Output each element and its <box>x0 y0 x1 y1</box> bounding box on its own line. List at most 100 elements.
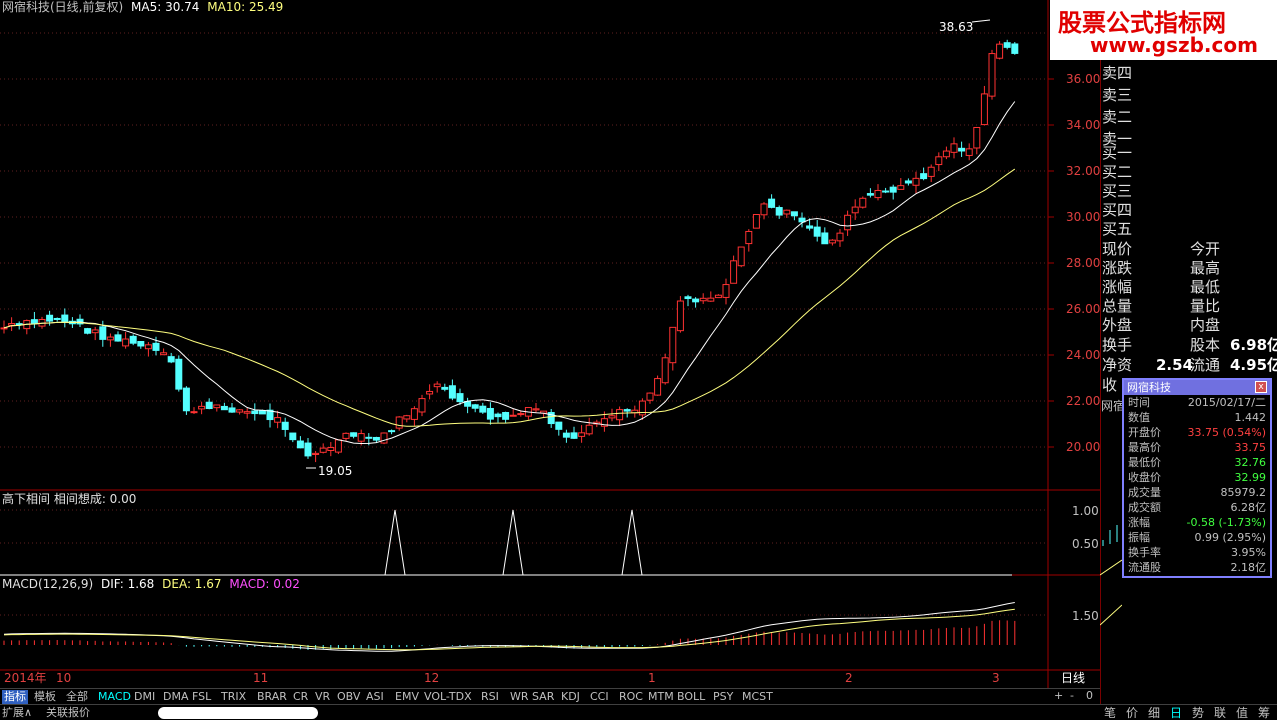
candle-up <box>646 392 654 401</box>
tab-boll[interactable]: BOLL <box>677 690 706 703</box>
candle-up <box>844 214 852 231</box>
candle-up <box>403 415 411 420</box>
candle-up <box>380 432 388 444</box>
tab-mtm[interactable]: MTM <box>648 690 674 703</box>
popup-row: 成交额 6.28亿 <box>1124 500 1270 515</box>
date-year: 2014年 <box>4 671 47 685</box>
price-tick: 28.00 <box>1066 256 1101 270</box>
guben-label: 股本 <box>1190 336 1221 354</box>
tab-trix[interactable]: TRIX <box>221 690 247 703</box>
data-popup[interactable]: 网宿科技 x 时间 2015/02/17/二 数值 1.442 开盘价 33.75 (0.… <box>1122 378 1272 578</box>
tab-wr[interactable]: WR <box>510 690 529 703</box>
tab-全部[interactable]: 全部 <box>66 690 88 703</box>
tab-vol-tdx[interactable]: VOL-TDX <box>424 690 472 703</box>
kline-chart[interactable] <box>0 0 1100 705</box>
quote-panel <box>1100 0 1277 705</box>
candle-up <box>517 413 525 416</box>
buy-level: 买四 <box>1102 201 1133 219</box>
candle-up <box>144 344 152 350</box>
candle-down <box>555 421 563 430</box>
tab-psy[interactable]: PSY <box>713 690 734 703</box>
tab-cci[interactable]: CCI <box>590 690 609 703</box>
popup-key: 数值 <box>1128 411 1150 424</box>
dea-label: DEA: 1.67 <box>162 577 222 591</box>
tab-rsi[interactable]: RSI <box>481 690 499 703</box>
zoom-button[interactable]: 0 <box>1086 689 1093 702</box>
candle-down <box>84 328 92 334</box>
candle-up <box>418 398 426 413</box>
indicator-spike <box>621 509 643 576</box>
candle-down <box>182 387 190 412</box>
candle-up <box>676 300 684 332</box>
view-tab[interactable]: 价 <box>1126 706 1139 720</box>
view-tab[interactable]: 势 <box>1192 706 1205 720</box>
candle-up <box>874 189 882 199</box>
tab-vr[interactable]: VR <box>315 690 331 703</box>
view-tab[interactable]: 细 <box>1148 706 1161 720</box>
candle-down <box>30 319 38 324</box>
candle-up <box>912 177 920 186</box>
candle-down <box>296 440 304 449</box>
view-tab[interactable]: 值 <box>1236 706 1249 720</box>
candle-down <box>114 334 122 342</box>
candle-down <box>798 217 806 223</box>
candle-up <box>828 239 836 244</box>
date-tick: 12 <box>424 671 440 685</box>
candle-down <box>684 296 692 300</box>
candle-down <box>775 207 783 216</box>
zoom-button[interactable]: + <box>1054 689 1064 702</box>
popup-row: 流通股 2.18亿 <box>1124 560 1270 575</box>
candle-down <box>1011 43 1019 54</box>
tab-asi[interactable]: ASI <box>366 690 384 703</box>
popup-row: 最低价 32.76 <box>1124 455 1270 470</box>
buy-level: 买一 <box>1102 144 1133 162</box>
quote-label-right: 今开 <box>1190 240 1221 258</box>
tab-sar[interactable]: SAR <box>532 690 555 703</box>
tab-emv[interactable]: EMV <box>395 690 419 703</box>
tab-roc[interactable]: ROC <box>619 690 643 703</box>
close-icon[interactable]: x <box>1255 381 1267 393</box>
scroll-slider[interactable] <box>158 707 318 719</box>
tab-fsl[interactable]: FSL <box>192 690 212 703</box>
tab-dma[interactable]: DMA <box>163 690 189 703</box>
view-tab[interactable]: 笔 <box>1104 706 1117 720</box>
candle-down <box>99 326 107 340</box>
tab-模板[interactable]: 模板 <box>34 690 56 703</box>
popup-key: 成交量 <box>1128 486 1161 499</box>
dif-label: DIF: 1.68 <box>100 577 155 591</box>
indicator-spike <box>502 509 524 576</box>
candle-down <box>129 335 137 344</box>
candle-up <box>996 43 1004 59</box>
bottom-link[interactable]: 扩展∧ <box>2 706 33 719</box>
bottom-link[interactable]: 关联报价 <box>46 706 90 719</box>
indicator-label: 高下相间 相间想成: 0.00 <box>2 492 137 506</box>
candle-up <box>160 352 168 356</box>
candle-up <box>965 148 973 156</box>
tab-obv[interactable]: OBV <box>337 690 361 703</box>
popup-value: 6.28亿 <box>1230 501 1267 514</box>
quote-label-left: 总量 <box>1102 297 1133 315</box>
buy-level: 买三 <box>1102 182 1133 200</box>
view-tab[interactable]: 日 <box>1170 706 1183 720</box>
candle-up <box>91 329 99 334</box>
view-tab[interactable]: 联 <box>1214 706 1227 720</box>
candle-up <box>190 411 198 414</box>
candle-up <box>927 166 935 177</box>
candle-down <box>365 436 373 439</box>
zoom-button[interactable]: - <box>1070 689 1074 702</box>
tab-指标[interactable]: 指标 <box>2 690 28 704</box>
tab-mcst[interactable]: MCST <box>742 690 773 703</box>
tab-cr[interactable]: CR <box>293 690 309 703</box>
macd-axis: 1.50 <box>1072 609 1099 623</box>
view-tab[interactable]: 筹 <box>1258 706 1271 720</box>
tab-kdj[interactable]: KDJ <box>561 690 580 703</box>
candle-down <box>137 341 145 347</box>
tab-brar[interactable]: BRAR <box>257 690 287 703</box>
ma5-label: MA5: 30.74 <box>131 0 200 14</box>
candle-up <box>578 432 586 437</box>
candle-up <box>859 197 867 208</box>
tab-dmi[interactable]: DMI <box>134 690 156 703</box>
high-marker <box>971 19 991 23</box>
sell-level: 卖一 <box>1102 130 1133 148</box>
tab-macd[interactable]: MACD <box>98 690 131 703</box>
